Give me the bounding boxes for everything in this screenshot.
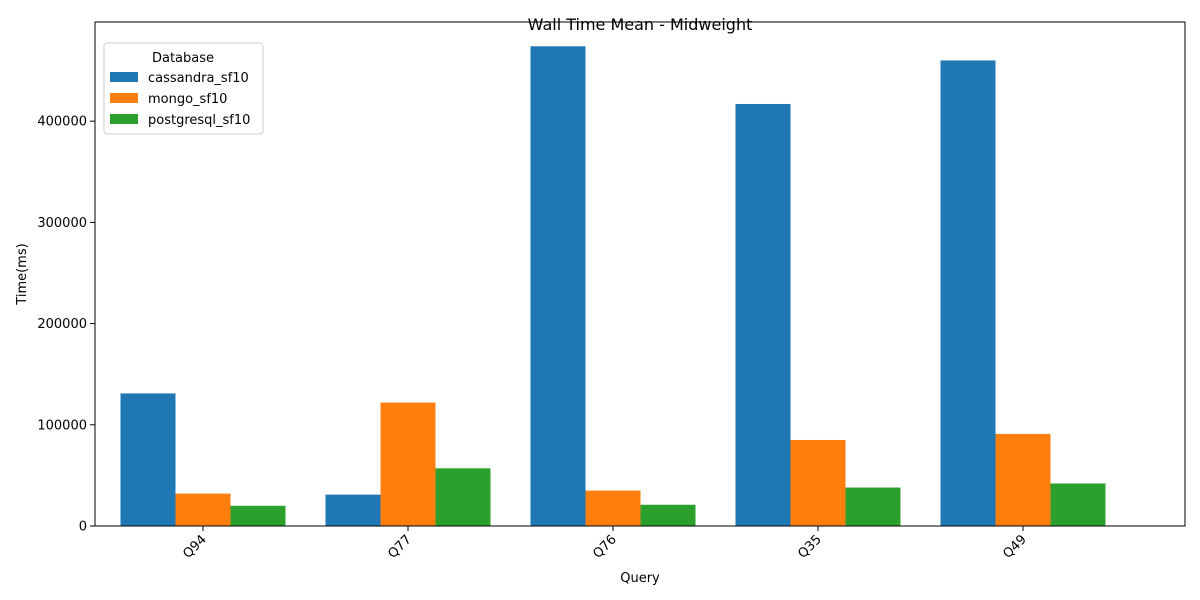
chart-title: Wall Time Mean - Midweight: [528, 15, 753, 34]
bar-mongo_sf10-Q94: [175, 493, 231, 526]
y-tick-label: 0: [79, 520, 87, 535]
y-axis: 0 100000 200000 300000 400000: [37, 115, 95, 535]
x-tick-label: Q76: [590, 532, 620, 562]
bar-postgresql_sf10-Q94: [230, 505, 286, 526]
legend-box: [103, 42, 264, 135]
bar-cassandra_sf10-Q94: [120, 393, 176, 526]
y-tick-label: 200000: [37, 317, 87, 332]
bar-postgresql_sf10-Q76: [640, 504, 696, 526]
legend-title: Database: [152, 51, 214, 66]
bar-mongo_sf10-Q35: [790, 439, 846, 526]
legend-label-cassandra_sf10: cassandra_sf10: [148, 71, 249, 86]
bar-mongo_sf10-Q49: [995, 433, 1051, 526]
legend: Database cassandra_sf10 mongo_sf10 postgres…: [103, 42, 264, 135]
legend-swatch-postgresql_sf10: [110, 114, 138, 124]
x-tick-label: Q77: [385, 532, 415, 562]
bar-mongo_sf10-Q76: [585, 490, 641, 526]
legend-swatch-cassandra_sf10: [110, 72, 138, 82]
y-tick-label: 400000: [37, 115, 87, 130]
bar-cassandra_sf10-Q35: [735, 103, 791, 527]
bar-postgresql_sf10-Q35: [845, 487, 901, 526]
bars-group: [120, 46, 1106, 527]
x-tick-label: Q35: [795, 532, 825, 562]
bar-mongo_sf10-Q77: [380, 402, 436, 526]
bar-cassandra_sf10-Q77: [325, 494, 381, 526]
x-axis: Q94 Q77 Q76 Q35 Q49: [180, 526, 1030, 562]
legend-label-mongo_sf10: mongo_sf10: [148, 92, 227, 107]
plot-frame: [94, 21, 1186, 527]
y-tick-label: 300000: [37, 216, 87, 231]
bar-postgresql_sf10-Q77: [435, 468, 491, 526]
legend-swatch-mongo_sf10: [110, 93, 138, 103]
x-tick-label: Q94: [180, 532, 210, 562]
x-tick-label: Q49: [1000, 532, 1030, 562]
y-axis-label: Time(ms): [15, 243, 30, 305]
bar-postgresql_sf10-Q49: [1050, 483, 1106, 526]
y-tick-label: 100000: [37, 418, 87, 433]
bar-cassandra_sf10-Q76: [530, 46, 586, 527]
x-axis-label: Query: [620, 571, 660, 586]
bar-cassandra_sf10-Q49: [940, 60, 996, 527]
legend-label-postgresql_sf10: postgresql_sf10: [148, 113, 250, 128]
